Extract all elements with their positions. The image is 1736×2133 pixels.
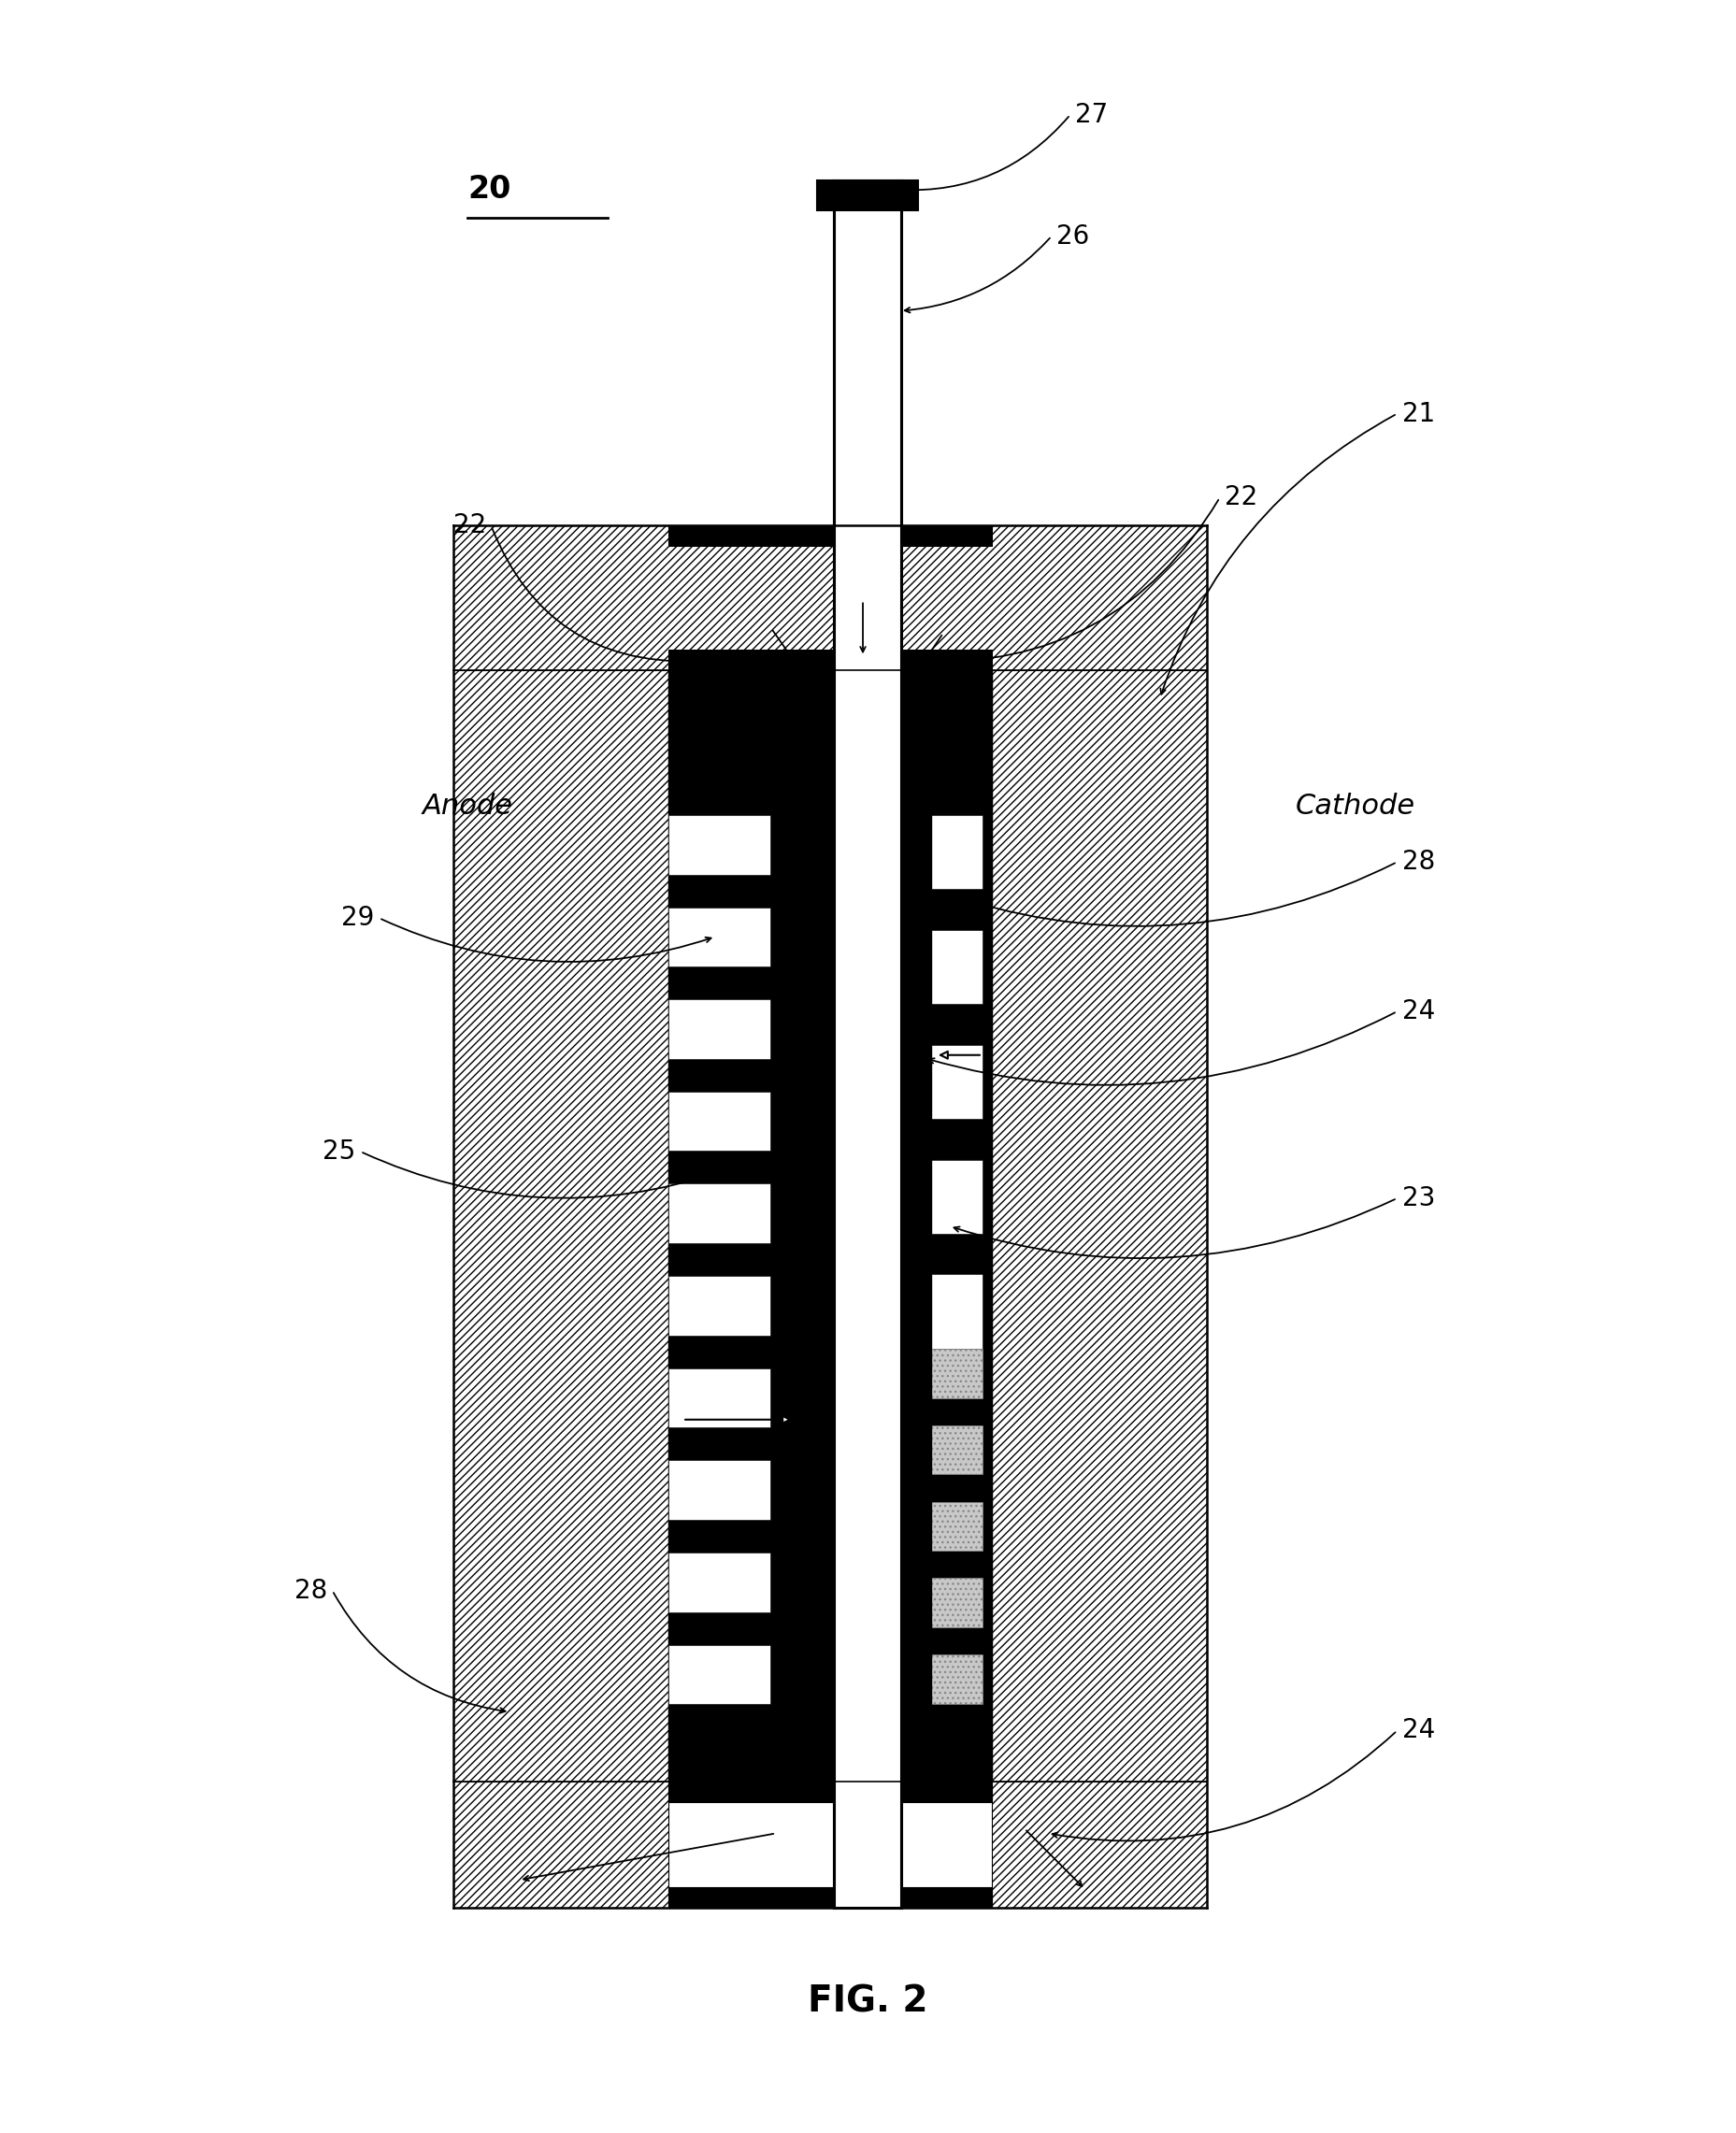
Text: 22: 22 (453, 512, 486, 540)
Bar (668, 815, 804, 1704)
Bar (833, 179, 901, 1909)
Bar (668, 1092, 771, 1152)
Bar (818, 179, 918, 209)
Bar (453, 1781, 668, 1909)
Bar (930, 1348, 983, 1397)
Bar (930, 1578, 983, 1627)
Text: Anode: Anode (422, 791, 514, 819)
Bar (668, 1000, 771, 1058)
Bar (668, 1367, 771, 1427)
Bar (930, 1425, 983, 1474)
Text: 28: 28 (1403, 849, 1436, 875)
Bar (930, 1273, 983, 1348)
Bar (901, 1704, 991, 1781)
Bar (804, 670, 833, 1781)
Bar (668, 1645, 771, 1704)
Text: 22: 22 (1224, 484, 1257, 510)
Bar (668, 525, 833, 546)
Bar (991, 1781, 1207, 1909)
Text: 25: 25 (323, 1139, 356, 1165)
Bar (668, 1704, 804, 1781)
Bar (453, 670, 668, 1781)
Bar (668, 670, 804, 815)
Text: 29: 29 (342, 904, 375, 932)
Text: 24: 24 (1403, 1717, 1436, 1743)
Bar (668, 907, 771, 966)
Bar (930, 930, 983, 1005)
Bar (668, 1553, 771, 1613)
Bar (453, 525, 1207, 670)
Bar (930, 1045, 983, 1120)
Bar (668, 651, 833, 670)
Text: 21: 21 (1403, 401, 1436, 427)
Bar (668, 815, 771, 875)
Bar (668, 1276, 771, 1335)
Bar (930, 1655, 983, 1704)
Bar (930, 1502, 983, 1551)
Bar (901, 815, 991, 1348)
Bar (930, 1160, 983, 1233)
Text: 23: 23 (1403, 1186, 1436, 1212)
Text: 20: 20 (467, 175, 510, 205)
Bar (901, 651, 991, 670)
Bar (668, 1184, 771, 1244)
Bar (991, 670, 1207, 1781)
Text: 26: 26 (1055, 224, 1088, 250)
Text: 28: 28 (295, 1578, 328, 1604)
Bar (901, 670, 991, 815)
Text: 27: 27 (1075, 102, 1108, 128)
Text: FIG. 2: FIG. 2 (807, 1984, 927, 2020)
Bar (668, 1888, 833, 1909)
Bar (901, 525, 991, 546)
Text: 24: 24 (1403, 998, 1436, 1024)
Bar (901, 1888, 991, 1909)
Bar (901, 1781, 991, 1802)
Bar (668, 1461, 771, 1521)
Bar (930, 815, 983, 889)
Bar (668, 1781, 833, 1802)
Text: Cathode: Cathode (1295, 791, 1415, 819)
Bar (901, 670, 930, 1781)
Bar (901, 1348, 991, 1704)
